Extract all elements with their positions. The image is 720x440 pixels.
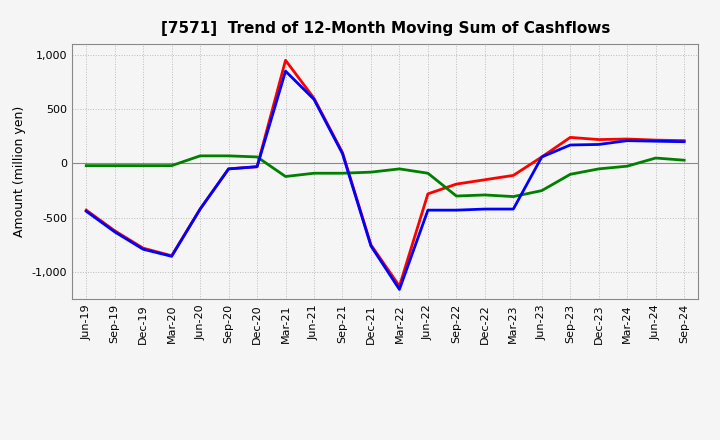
Free Cashflow [196,206,204,212]
Operating Cashflow [452,181,461,187]
Free Cashflow [110,229,119,235]
Line: Operating Cashflow: Operating Cashflow [86,60,684,286]
Investing Cashflow [537,188,546,193]
Operating Cashflow [282,58,290,63]
Operating Cashflow [423,191,432,197]
Investing Cashflow [196,153,204,158]
Free Cashflow [595,142,603,147]
Free Cashflow [338,151,347,156]
Y-axis label: Amount (million yen): Amount (million yen) [13,106,26,237]
Free Cashflow [566,143,575,148]
Free Cashflow [253,164,261,169]
Investing Cashflow [282,174,290,179]
Operating Cashflow [595,137,603,142]
Investing Cashflow [167,163,176,168]
Free Cashflow [366,243,375,249]
Investing Cashflow [395,166,404,172]
Investing Cashflow [680,158,688,163]
Line: Free Cashflow: Free Cashflow [86,71,684,290]
Free Cashflow [509,206,518,212]
Free Cashflow [282,69,290,74]
Operating Cashflow [537,154,546,160]
Operating Cashflow [395,283,404,289]
Free Cashflow [652,139,660,144]
Investing Cashflow [82,163,91,168]
Investing Cashflow [509,194,518,199]
Investing Cashflow [225,153,233,158]
Investing Cashflow [652,155,660,161]
Investing Cashflow [452,194,461,199]
Investing Cashflow [366,169,375,175]
Operating Cashflow [623,136,631,142]
Line: Investing Cashflow: Investing Cashflow [86,156,684,197]
Free Cashflow [537,154,546,160]
Operating Cashflow [566,135,575,140]
Free Cashflow [82,209,91,214]
Free Cashflow [423,208,432,213]
Operating Cashflow [110,228,119,234]
Operating Cashflow [652,137,660,143]
Free Cashflow [167,254,176,259]
Investing Cashflow [480,192,489,198]
Operating Cashflow [680,138,688,143]
Free Cashflow [139,246,148,252]
Operating Cashflow [196,206,204,212]
Operating Cashflow [253,164,261,169]
Operating Cashflow [366,242,375,248]
Investing Cashflow [595,166,603,172]
Free Cashflow [452,208,461,213]
Investing Cashflow [110,163,119,168]
Operating Cashflow [480,177,489,183]
Title: [7571]  Trend of 12-Month Moving Sum of Cashflows: [7571] Trend of 12-Month Moving Sum of C… [161,21,610,36]
Investing Cashflow [310,171,318,176]
Free Cashflow [623,138,631,143]
Operating Cashflow [82,208,91,213]
Free Cashflow [480,206,489,212]
Operating Cashflow [310,95,318,101]
Legend: Operating Cashflow, Investing Cashflow, Free Cashflow: Operating Cashflow, Investing Cashflow, … [140,438,630,440]
Free Cashflow [680,139,688,144]
Investing Cashflow [566,172,575,177]
Operating Cashflow [338,150,347,155]
Investing Cashflow [338,171,347,176]
Investing Cashflow [253,154,261,160]
Free Cashflow [225,166,233,172]
Investing Cashflow [139,163,148,168]
Operating Cashflow [225,166,233,172]
Free Cashflow [310,97,318,102]
Investing Cashflow [423,171,432,176]
Operating Cashflow [139,246,148,251]
Operating Cashflow [509,173,518,178]
Operating Cashflow [167,253,176,258]
Investing Cashflow [623,164,631,169]
Free Cashflow [395,287,404,292]
